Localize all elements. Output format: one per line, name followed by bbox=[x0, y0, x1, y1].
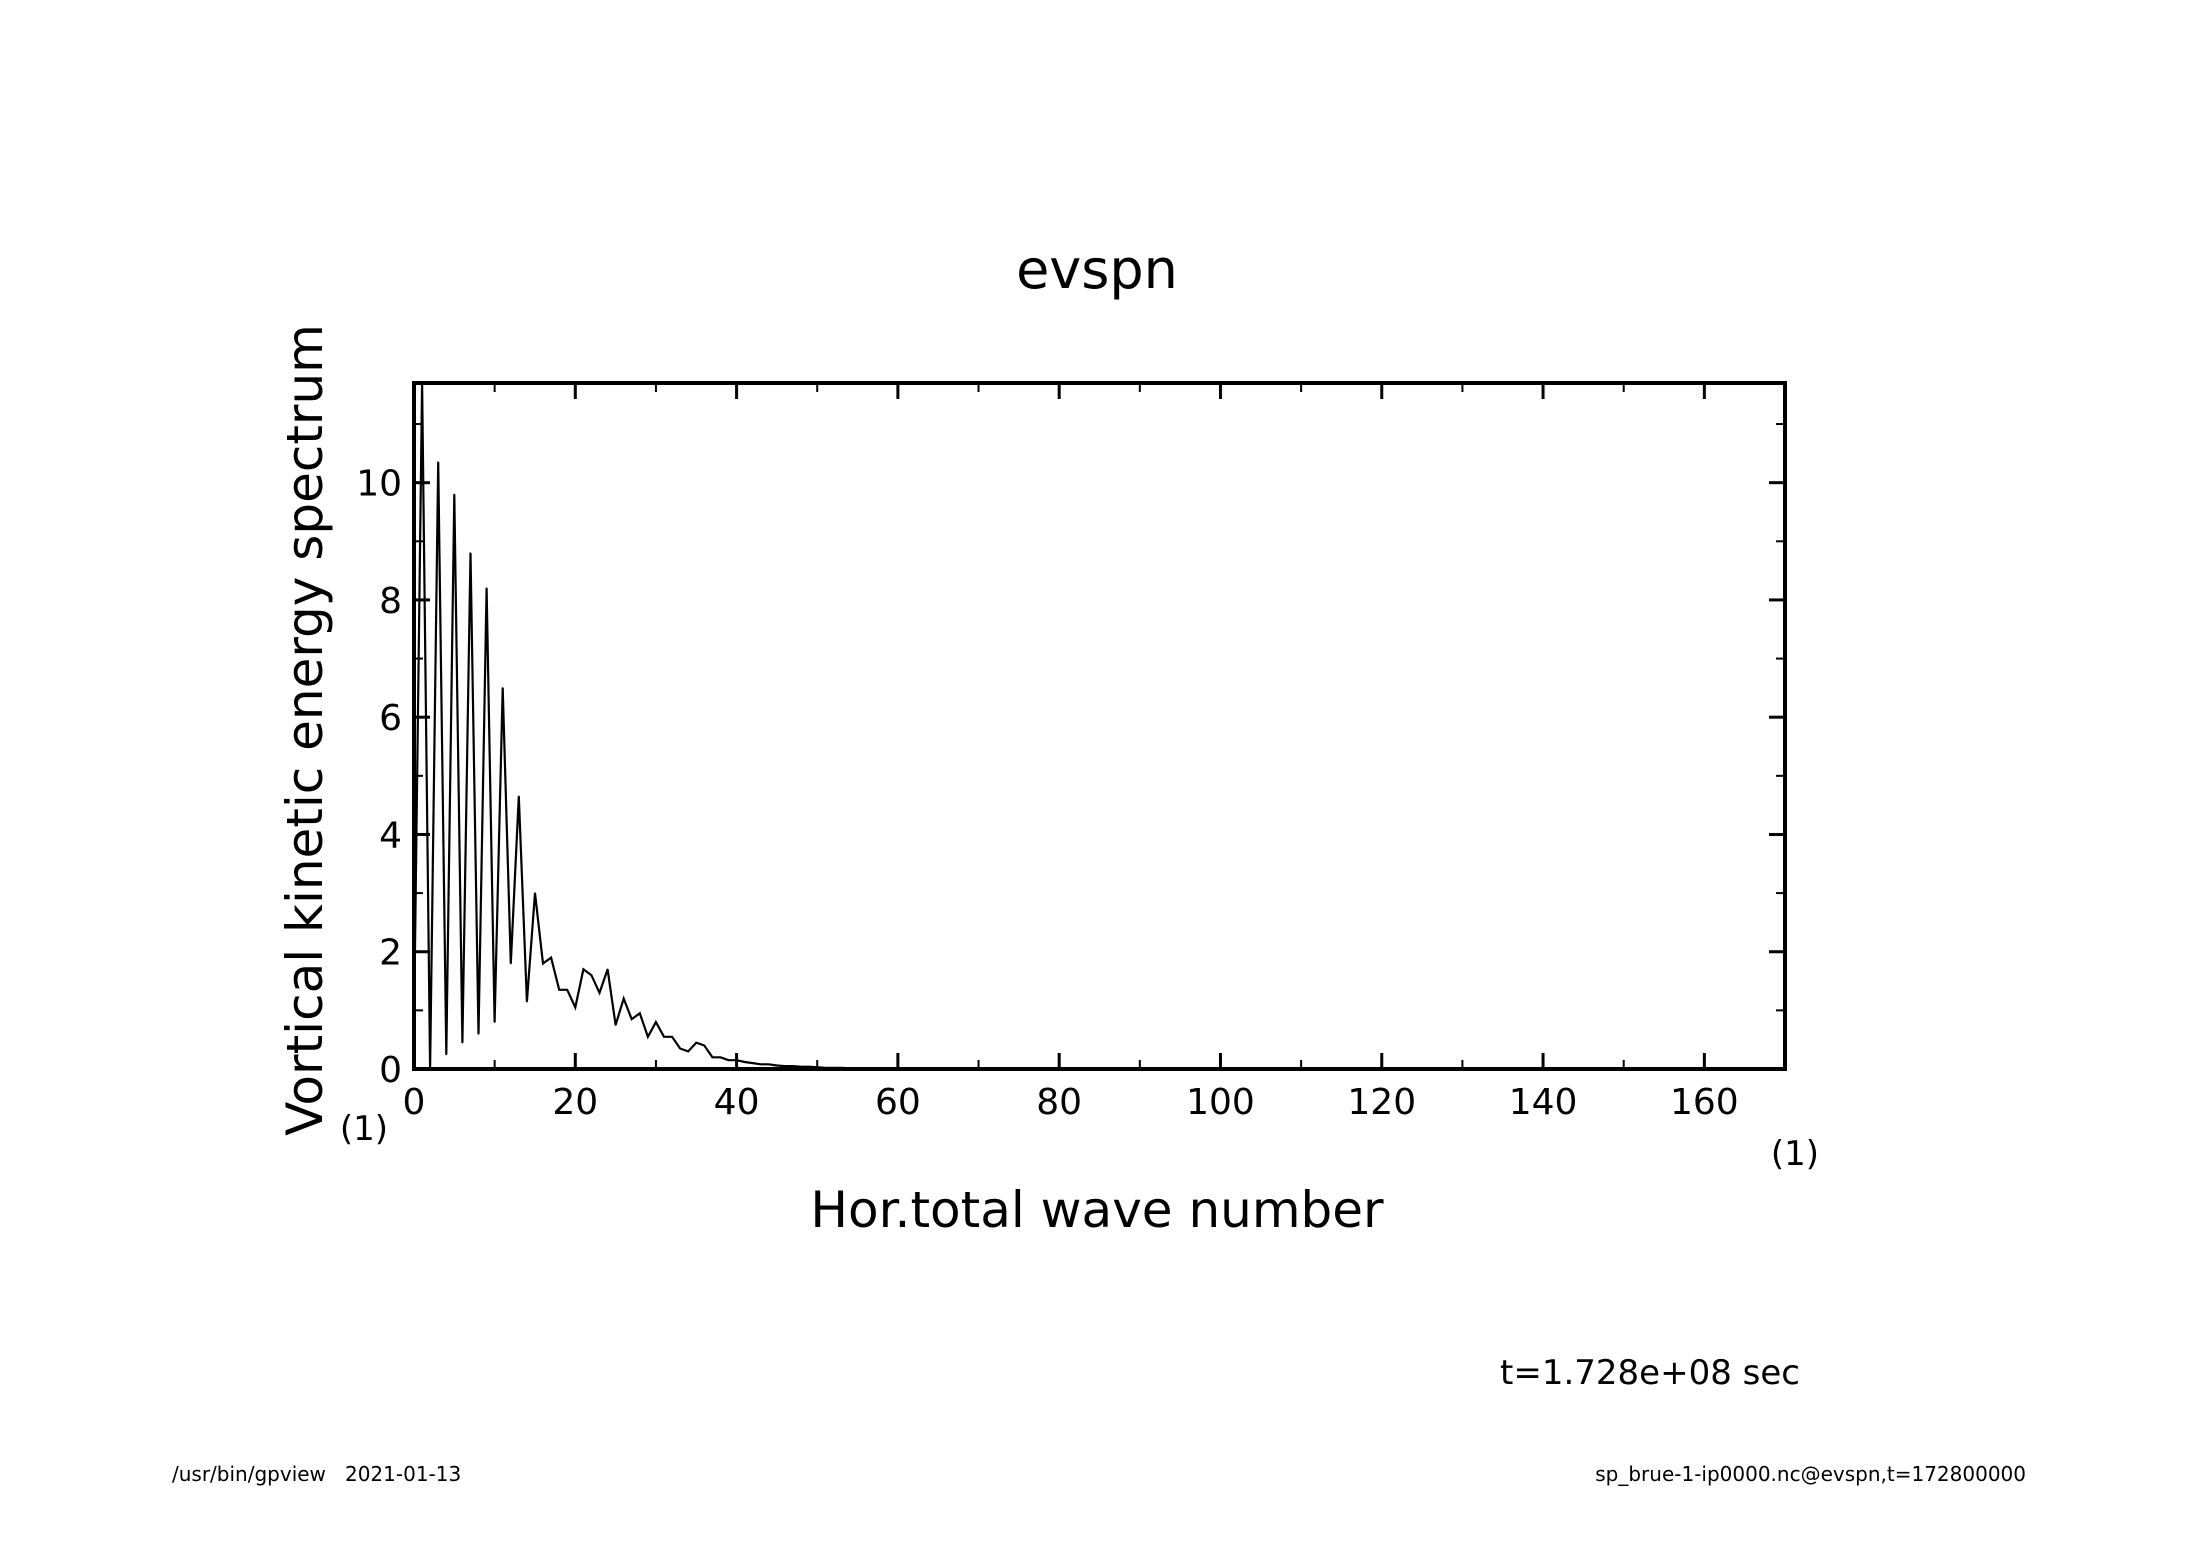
data-point bbox=[461, 1041, 464, 1044]
data-point bbox=[614, 1024, 617, 1026]
axis-ticks: 0 20 40 60 80 100 120 140 160 0 2 4 6 8 10 bbox=[356, 383, 1785, 1123]
data-point bbox=[639, 1012, 641, 1015]
data-point bbox=[751, 1062, 754, 1064]
x-tick-label: 160 bbox=[1670, 1082, 1739, 1123]
data-point bbox=[566, 989, 569, 991]
series-line bbox=[412, 382, 898, 1071]
data-point bbox=[864, 1067, 867, 1070]
data-point bbox=[800, 1065, 802, 1068]
x-tick-label: 0 bbox=[403, 1082, 426, 1123]
data-point bbox=[534, 892, 536, 894]
x-tick-label: 120 bbox=[1347, 1082, 1416, 1123]
footer-left-text: /usr/bin/gpview 2021-01-13 bbox=[172, 1462, 462, 1486]
data-point bbox=[824, 1067, 827, 1069]
x-tick-label: 60 bbox=[875, 1082, 921, 1123]
data-point bbox=[606, 968, 609, 971]
y-tick-label: 0 bbox=[379, 1050, 402, 1091]
data-point bbox=[413, 1027, 415, 1029]
data-point bbox=[663, 1035, 665, 1038]
data-point bbox=[622, 997, 625, 1000]
data-point bbox=[542, 962, 544, 965]
footer-right-text: sp_brue-1-ip0000.nc@evspn,t=172800000 bbox=[1595, 1462, 2026, 1486]
data-point bbox=[759, 1063, 762, 1066]
data-point bbox=[671, 1035, 673, 1038]
data-point bbox=[469, 552, 472, 554]
x-tick-label: 100 bbox=[1186, 1082, 1255, 1123]
data-point bbox=[687, 1050, 689, 1053]
y-axis-unit: (1) bbox=[340, 1109, 388, 1149]
x-tick-label: 40 bbox=[714, 1082, 760, 1123]
data-point bbox=[558, 989, 560, 991]
data-point bbox=[856, 1067, 859, 1070]
data-point bbox=[550, 956, 552, 959]
data-point bbox=[889, 1068, 891, 1070]
data-point bbox=[679, 1047, 681, 1050]
data-point bbox=[574, 1006, 577, 1009]
data-point bbox=[897, 1068, 899, 1070]
data-point bbox=[429, 1068, 431, 1070]
series-group bbox=[412, 382, 899, 1071]
time-annotation: t=1.728e+08 sec bbox=[1500, 1353, 1800, 1393]
y-tick-label: 4 bbox=[379, 815, 402, 856]
data-point bbox=[711, 1056, 714, 1059]
data-point bbox=[816, 1066, 819, 1069]
data-point bbox=[445, 1053, 448, 1056]
y-tick-label: 6 bbox=[379, 698, 402, 739]
data-point bbox=[421, 382, 423, 384]
data-point bbox=[727, 1059, 730, 1062]
data-point bbox=[768, 1063, 770, 1066]
axes bbox=[412, 381, 1787, 1071]
x-tick-label: 80 bbox=[1036, 1082, 1082, 1123]
data-point bbox=[598, 991, 601, 994]
data-point bbox=[703, 1044, 706, 1047]
data-point bbox=[808, 1065, 810, 1068]
data-point bbox=[582, 968, 585, 971]
data-point bbox=[792, 1065, 794, 1067]
data-point bbox=[872, 1067, 875, 1070]
data-point bbox=[695, 1041, 698, 1044]
y-tick-label: 2 bbox=[379, 933, 402, 974]
data-point bbox=[655, 1021, 657, 1023]
y-tick-label: 8 bbox=[379, 581, 402, 622]
data-point bbox=[485, 587, 488, 590]
data-point bbox=[477, 1033, 480, 1035]
data-point bbox=[776, 1064, 778, 1067]
data-point bbox=[509, 962, 512, 965]
data-point bbox=[493, 1021, 496, 1023]
data-point bbox=[630, 1018, 633, 1020]
y-axis-label: Vortical kinetic energy spectrum bbox=[276, 324, 334, 1136]
chart-title: evspn bbox=[1016, 238, 1178, 301]
data-point bbox=[743, 1061, 746, 1063]
data-point bbox=[784, 1065, 786, 1067]
y-tick-label: 10 bbox=[356, 464, 402, 505]
data-point bbox=[848, 1067, 851, 1070]
x-axis-label: Hor.total wave number bbox=[810, 1181, 1384, 1239]
data-point bbox=[518, 795, 520, 798]
data-point bbox=[590, 974, 593, 976]
data-point bbox=[735, 1059, 738, 1062]
x-tick-label: 20 bbox=[552, 1082, 598, 1123]
data-point bbox=[501, 687, 504, 689]
plot-frame bbox=[412, 381, 1787, 1071]
data-point bbox=[719, 1056, 722, 1059]
data-point bbox=[840, 1067, 843, 1069]
x-axis-unit: (1) bbox=[1771, 1134, 1819, 1174]
data-point bbox=[880, 1068, 883, 1070]
data-point bbox=[526, 1000, 528, 1003]
x-tick-label: 140 bbox=[1509, 1082, 1578, 1123]
data-point bbox=[832, 1067, 835, 1069]
data-point bbox=[453, 493, 456, 496]
data-point bbox=[647, 1035, 649, 1038]
data-point bbox=[437, 461, 439, 463]
